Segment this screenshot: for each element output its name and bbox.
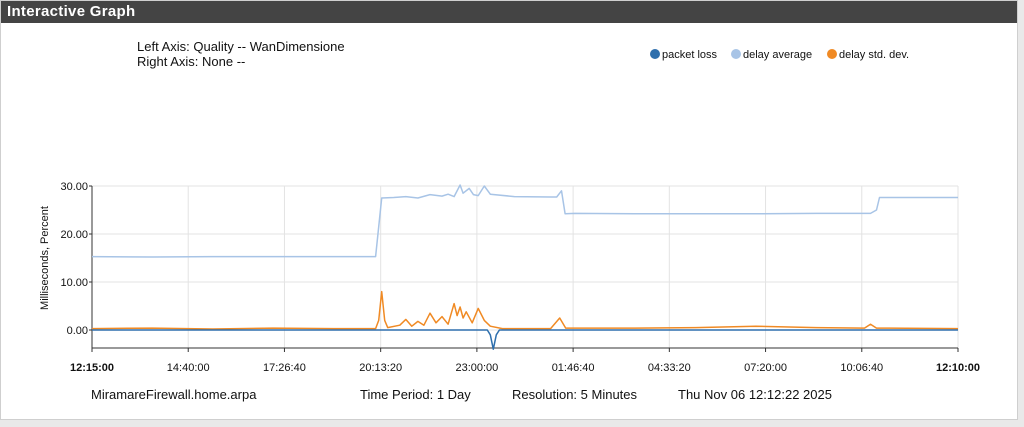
x-tick-label: 20:13:20 (359, 362, 402, 374)
legend-item[interactable]: delay std. dev. (827, 49, 909, 61)
x-axis-ticks: 12:15:00 14:40:00 17:26:40 20:13:20 23:00:00… (70, 348, 980, 374)
x-tick-label: 23:00:00 (455, 362, 498, 374)
graph-panel: Interactive Graph (0, 0, 1018, 420)
x-tick-label: 10:06:40 (840, 362, 883, 374)
chart-series-layer (91, 184, 959, 350)
series-line-delay-std-dev- (91, 290, 959, 330)
resolution: Resolution: 5 Minutes (512, 387, 638, 402)
x-tick-label: 12:15:00 (70, 362, 114, 374)
legend-swatch (827, 49, 837, 59)
legend: packet loss delay average delay std. dev. (650, 49, 909, 61)
y-axis-ticks: 0.00 10.00 20.00 30.00 (60, 181, 92, 337)
x-tick-label: 04:33:20 (648, 362, 691, 374)
y-tick-label: 20.00 (60, 229, 88, 241)
time-period: Time Period: 1 Day (360, 387, 471, 402)
x-tick-label: 14:40:00 (167, 362, 210, 374)
legend-label: packet loss (662, 49, 718, 61)
x-tick-label: 01:46:40 (552, 362, 595, 374)
legend-label: delay std. dev. (839, 49, 909, 61)
legend-item[interactable]: packet loss (650, 49, 718, 61)
y-tick-label: 10.00 (60, 277, 88, 289)
timestamp: Thu Nov 06 12:12:22 2025 (678, 387, 832, 402)
chart-grid (91, 185, 959, 349)
y-tick-label: 30.00 (60, 181, 88, 193)
series-line-packet-loss (92, 329, 958, 350)
right-axis-info: Right Axis: None -- (137, 54, 245, 69)
y-tick-label: 0.00 (67, 325, 88, 337)
legend-swatch (650, 49, 660, 59)
legend-item[interactable]: delay average (731, 49, 812, 61)
x-tick-label: 12:10:00 (936, 362, 980, 374)
host-name: MiramareFirewall.home.arpa (91, 387, 257, 402)
x-tick-label: 17:26:40 (263, 362, 306, 374)
panel-title: Interactive Graph (1, 1, 1017, 23)
x-tick-label: 07:20:00 (744, 362, 787, 374)
left-axis-info: Left Axis: Quality -- WanDimensione (137, 39, 345, 54)
series-line-delay-average (91, 184, 958, 258)
legend-label: delay average (743, 49, 812, 61)
legend-swatch (731, 49, 741, 59)
y-axis-label: Milliseconds, Percent (39, 206, 51, 310)
chart: Left Axis: Quality -- WanDimensione Righ… (39, 39, 980, 402)
